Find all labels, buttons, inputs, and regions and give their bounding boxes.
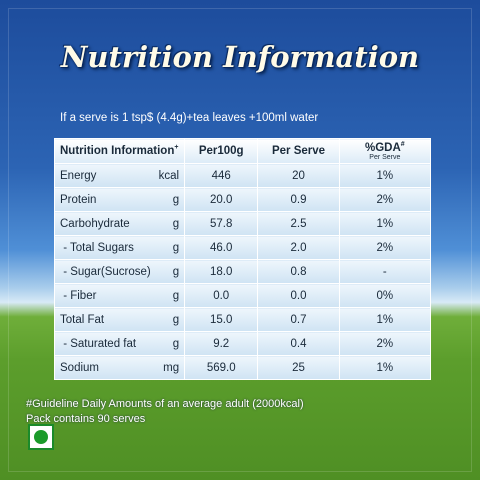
value-cell: 446 bbox=[184, 163, 259, 188]
nutrient-name: Carbohydrate bbox=[60, 217, 130, 230]
nutrient-unit: g bbox=[172, 337, 180, 350]
table-row: Energy kcal 446 20 1% bbox=[53, 163, 432, 188]
nutrient-cell: Protein g bbox=[53, 187, 186, 212]
header-label: Nutrition Information bbox=[60, 145, 175, 158]
nutrient-cell: Total Fat g bbox=[53, 307, 186, 332]
value-cell: 1% bbox=[338, 355, 432, 380]
nutrition-table: Nutrition Information+ Per100g Per Serve %G… bbox=[53, 138, 432, 380]
value-cell: 20 bbox=[257, 163, 340, 188]
header-mark: + bbox=[174, 144, 179, 152]
subtitle: If a serve is 1 tsp$ (4.4g)+tea leaves +… bbox=[60, 112, 319, 124]
nutrient-cell: - Saturated fat g bbox=[53, 331, 186, 356]
value-cell: 18.0 bbox=[184, 259, 259, 284]
footnote: Pack contains 90 serves bbox=[26, 413, 146, 425]
nutrient-name: Sodium bbox=[60, 361, 99, 374]
value-cell: 0.0 bbox=[257, 283, 340, 308]
value-cell: 2% bbox=[338, 331, 432, 356]
nutrient-unit: kcal bbox=[158, 169, 180, 182]
value-cell: 0% bbox=[338, 283, 432, 308]
value-cell: 1% bbox=[338, 163, 432, 188]
header-sub: Per Serve bbox=[369, 154, 401, 162]
nutrient-cell: Carbohydrate g bbox=[53, 211, 186, 236]
header-text: Per Serve bbox=[272, 145, 325, 157]
table-row: Protein g 20.0 0.9 2% bbox=[53, 187, 432, 212]
nutrient-unit: g bbox=[172, 289, 180, 302]
nutrient-cell: Energy kcal bbox=[53, 163, 186, 188]
header-cell: Per Serve bbox=[257, 138, 340, 164]
header-label: %GDA bbox=[365, 142, 401, 155]
value-cell: 2% bbox=[338, 235, 432, 260]
nutrient-unit: g bbox=[172, 193, 180, 206]
frame bbox=[8, 8, 472, 472]
nutrient-name: - Saturated fat bbox=[60, 337, 137, 350]
nutrient-name: - Fiber bbox=[60, 289, 97, 302]
value-cell: 0.0 bbox=[184, 283, 259, 308]
header-text: Per100g bbox=[199, 145, 244, 157]
value-cell: 1% bbox=[338, 307, 432, 332]
header-label: Per100g bbox=[198, 145, 244, 157]
nutrient-unit: g bbox=[172, 241, 180, 254]
nutrient-unit: mg bbox=[163, 361, 180, 374]
table-row: - Sugar(Sucrose) g 18.0 0.8- bbox=[53, 259, 432, 284]
nutrient-name: Protein bbox=[60, 193, 97, 206]
title: Nutrition Information bbox=[60, 40, 420, 74]
nutrient-cell: - Total Sugars g bbox=[53, 235, 186, 260]
value-cell: 20.0 bbox=[184, 187, 259, 212]
nutrient-name: Energy bbox=[60, 169, 97, 182]
table-body: Energy kcal 446 20 1% Protein g 20.0 0.9 2% Carboh… bbox=[53, 163, 432, 380]
value-cell: 2% bbox=[338, 187, 432, 212]
nutrient-cell: - Sugar(Sucrose) g bbox=[53, 259, 186, 284]
table-row: Total Fat g 15.0 0.7 1% bbox=[53, 307, 432, 332]
table-row: - Total Sugars g 46.0 2.0 2% bbox=[53, 235, 432, 260]
veg-symbol bbox=[28, 424, 54, 450]
value-cell: 0.8 bbox=[257, 259, 340, 284]
table-row: Sodium mg 569.0 25 1% bbox=[53, 355, 432, 380]
value-cell: 57.8 bbox=[184, 211, 259, 236]
nutrient-name: - Sugar(Sucrose) bbox=[60, 265, 151, 278]
value-cell: 0.4 bbox=[257, 331, 340, 356]
veg-dot bbox=[34, 430, 48, 444]
table-row: - Fiber g 0.0 0.0 0% bbox=[53, 283, 432, 308]
value-cell: 0.7 bbox=[257, 307, 340, 332]
table-row: - Saturated fat g 9.2 0.4 2% bbox=[53, 331, 432, 356]
header-text: %GDA# bbox=[365, 141, 405, 155]
value-cell: 25 bbox=[257, 355, 340, 380]
nutrient-name: Total Fat bbox=[60, 313, 105, 326]
header-cell: Per100g bbox=[184, 138, 259, 164]
nutrient-unit: g bbox=[172, 265, 180, 278]
value-cell: 15.0 bbox=[184, 307, 259, 332]
header-row: Nutrition Information+ Per100g Per Serve %G… bbox=[53, 138, 432, 164]
nutrient-unit: g bbox=[172, 313, 180, 326]
nutrient-cell: - Fiber g bbox=[53, 283, 186, 308]
footnote: #Guideline Daily Amounts of an average a… bbox=[26, 398, 304, 410]
header-cell: Nutrition Information+ bbox=[53, 138, 186, 164]
value-cell: 2.0 bbox=[257, 235, 340, 260]
value-cell: - bbox=[338, 259, 432, 284]
header-label: Per Serve bbox=[271, 145, 326, 157]
header-text: Nutrition Information+ bbox=[60, 144, 179, 158]
value-cell: 569.0 bbox=[184, 355, 259, 380]
value-cell: 2.5 bbox=[257, 211, 340, 236]
value-cell: 1% bbox=[338, 211, 432, 236]
value-cell: 9.2 bbox=[184, 331, 259, 356]
value-cell: 46.0 bbox=[184, 235, 259, 260]
table-row: Carbohydrate g 57.8 2.5 1% bbox=[53, 211, 432, 236]
header-cell: %GDA# Per Serve bbox=[338, 138, 432, 164]
nutrient-name: - Total Sugars bbox=[60, 241, 134, 254]
nutrient-cell: Sodium mg bbox=[53, 355, 186, 380]
header-mark: # bbox=[400, 141, 405, 149]
value-cell: 0.9 bbox=[257, 187, 340, 212]
nutrient-unit: g bbox=[172, 217, 180, 230]
